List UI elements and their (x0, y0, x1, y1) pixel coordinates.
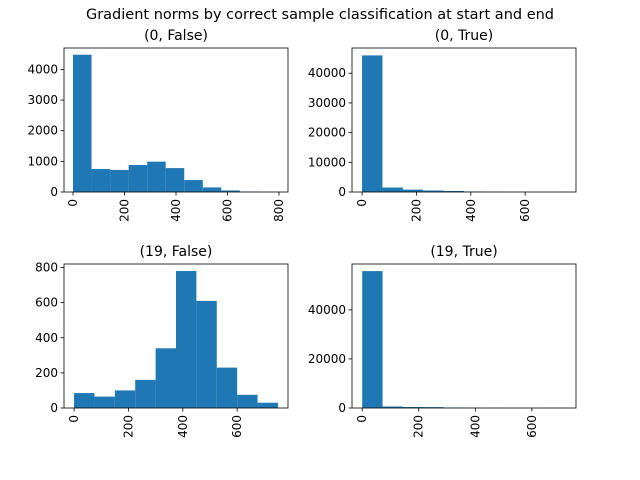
histogram-bar (128, 165, 148, 192)
histogram-bar (257, 402, 278, 408)
x-tick-label: 200 (121, 415, 135, 438)
histogram-bar (196, 300, 217, 408)
y-tick-label: 0 (338, 185, 346, 199)
subplot-title: (0, False) (144, 28, 208, 44)
y-tick-label: 2000 (27, 124, 58, 138)
y-tick-label: 20000 (308, 352, 346, 366)
histogram-bar (202, 187, 222, 192)
histogram-bar (237, 394, 258, 408)
y-tick-label: 20000 (308, 126, 346, 140)
histogram-bar (74, 393, 95, 408)
histogram-bar (362, 55, 383, 192)
histogram-bar (216, 367, 238, 408)
histogram-bar (423, 407, 444, 408)
x-tick-label: 400 (468, 415, 482, 438)
histogram-bar (155, 348, 176, 408)
x-tick-label: 800 (272, 199, 286, 222)
x-tick-label: 400 (464, 199, 478, 222)
x-tick-label: 200 (409, 199, 423, 222)
figure-title: Gradient norms by correct sample classif… (85, 7, 555, 23)
y-tick-label: 0 (50, 401, 58, 415)
x-tick-label: 0 (355, 415, 369, 423)
subplot-3: (19, True) 0 200 400 600 0 20000 40000 (308, 244, 577, 438)
x-tick-label: 600 (525, 415, 539, 438)
histogram-bar (147, 161, 166, 192)
subplot-title: (19, True) (430, 244, 497, 260)
histogram-bar (402, 189, 424, 192)
x-tick-label: 600 (230, 415, 244, 438)
y-tick-label: 1000 (27, 154, 58, 168)
histogram-bar (443, 190, 464, 192)
histogram-bar (382, 406, 403, 408)
x-tick-label: 200 (412, 415, 426, 438)
x-tick-label: 400 (176, 415, 190, 438)
x-tick-label: 0 (67, 415, 81, 423)
y-tick-label: 600 (35, 296, 58, 310)
x-tick-label: 0 (66, 199, 80, 207)
y-tick-label: 200 (35, 366, 58, 380)
x-tick-label: 200 (118, 199, 132, 222)
histogram-bar (402, 407, 424, 408)
axes-frame (351, 47, 577, 193)
x-tick-label: 400 (169, 199, 183, 222)
subplot-0: (0, False) 0 200 400 600 800 0 1000 2000 3000 4000 (27, 28, 289, 222)
y-tick-label: 400 (35, 331, 58, 345)
x-tick-label: 600 (220, 199, 234, 222)
axes-frame (351, 263, 577, 409)
y-tick-label: 40000 (308, 66, 346, 80)
x-tick-label: 0 (355, 199, 369, 207)
subplot-title: (0, True) (435, 28, 493, 44)
y-tick-label: 800 (35, 261, 58, 275)
y-tick-label: 30000 (308, 96, 346, 110)
histogram-bar (135, 379, 156, 408)
histogram-bar (91, 169, 111, 192)
histogram-bar (94, 396, 115, 408)
y-tick-label: 10000 (308, 155, 346, 169)
subplot-title: (19, False) (140, 244, 213, 260)
histogram-bar (176, 271, 197, 408)
histogram-bar (73, 54, 92, 193)
x-tick-label: 600 (518, 199, 532, 222)
y-tick-label: 0 (50, 185, 58, 199)
y-tick-label: 3000 (27, 93, 58, 107)
histogram-bar (110, 169, 129, 192)
histogram-bar (184, 180, 203, 192)
histogram-bar (423, 190, 444, 192)
histogram-bar (165, 168, 185, 192)
histogram-bar (382, 187, 403, 192)
y-tick-label: 40000 (308, 303, 346, 317)
subplot-2: (19, False) 0 200 400 600 0 200 400 600 800 (35, 244, 289, 438)
subplot-1: (0, True) 0 200 400 600 0 10000 20000 30000 40000 (308, 28, 577, 222)
axes-frame (63, 263, 289, 409)
histogram-bar (114, 390, 136, 408)
histogram-bar (221, 190, 240, 192)
y-tick-label: 4000 (27, 62, 58, 76)
histogram-bar (362, 271, 383, 408)
y-tick-label: 0 (338, 401, 346, 415)
